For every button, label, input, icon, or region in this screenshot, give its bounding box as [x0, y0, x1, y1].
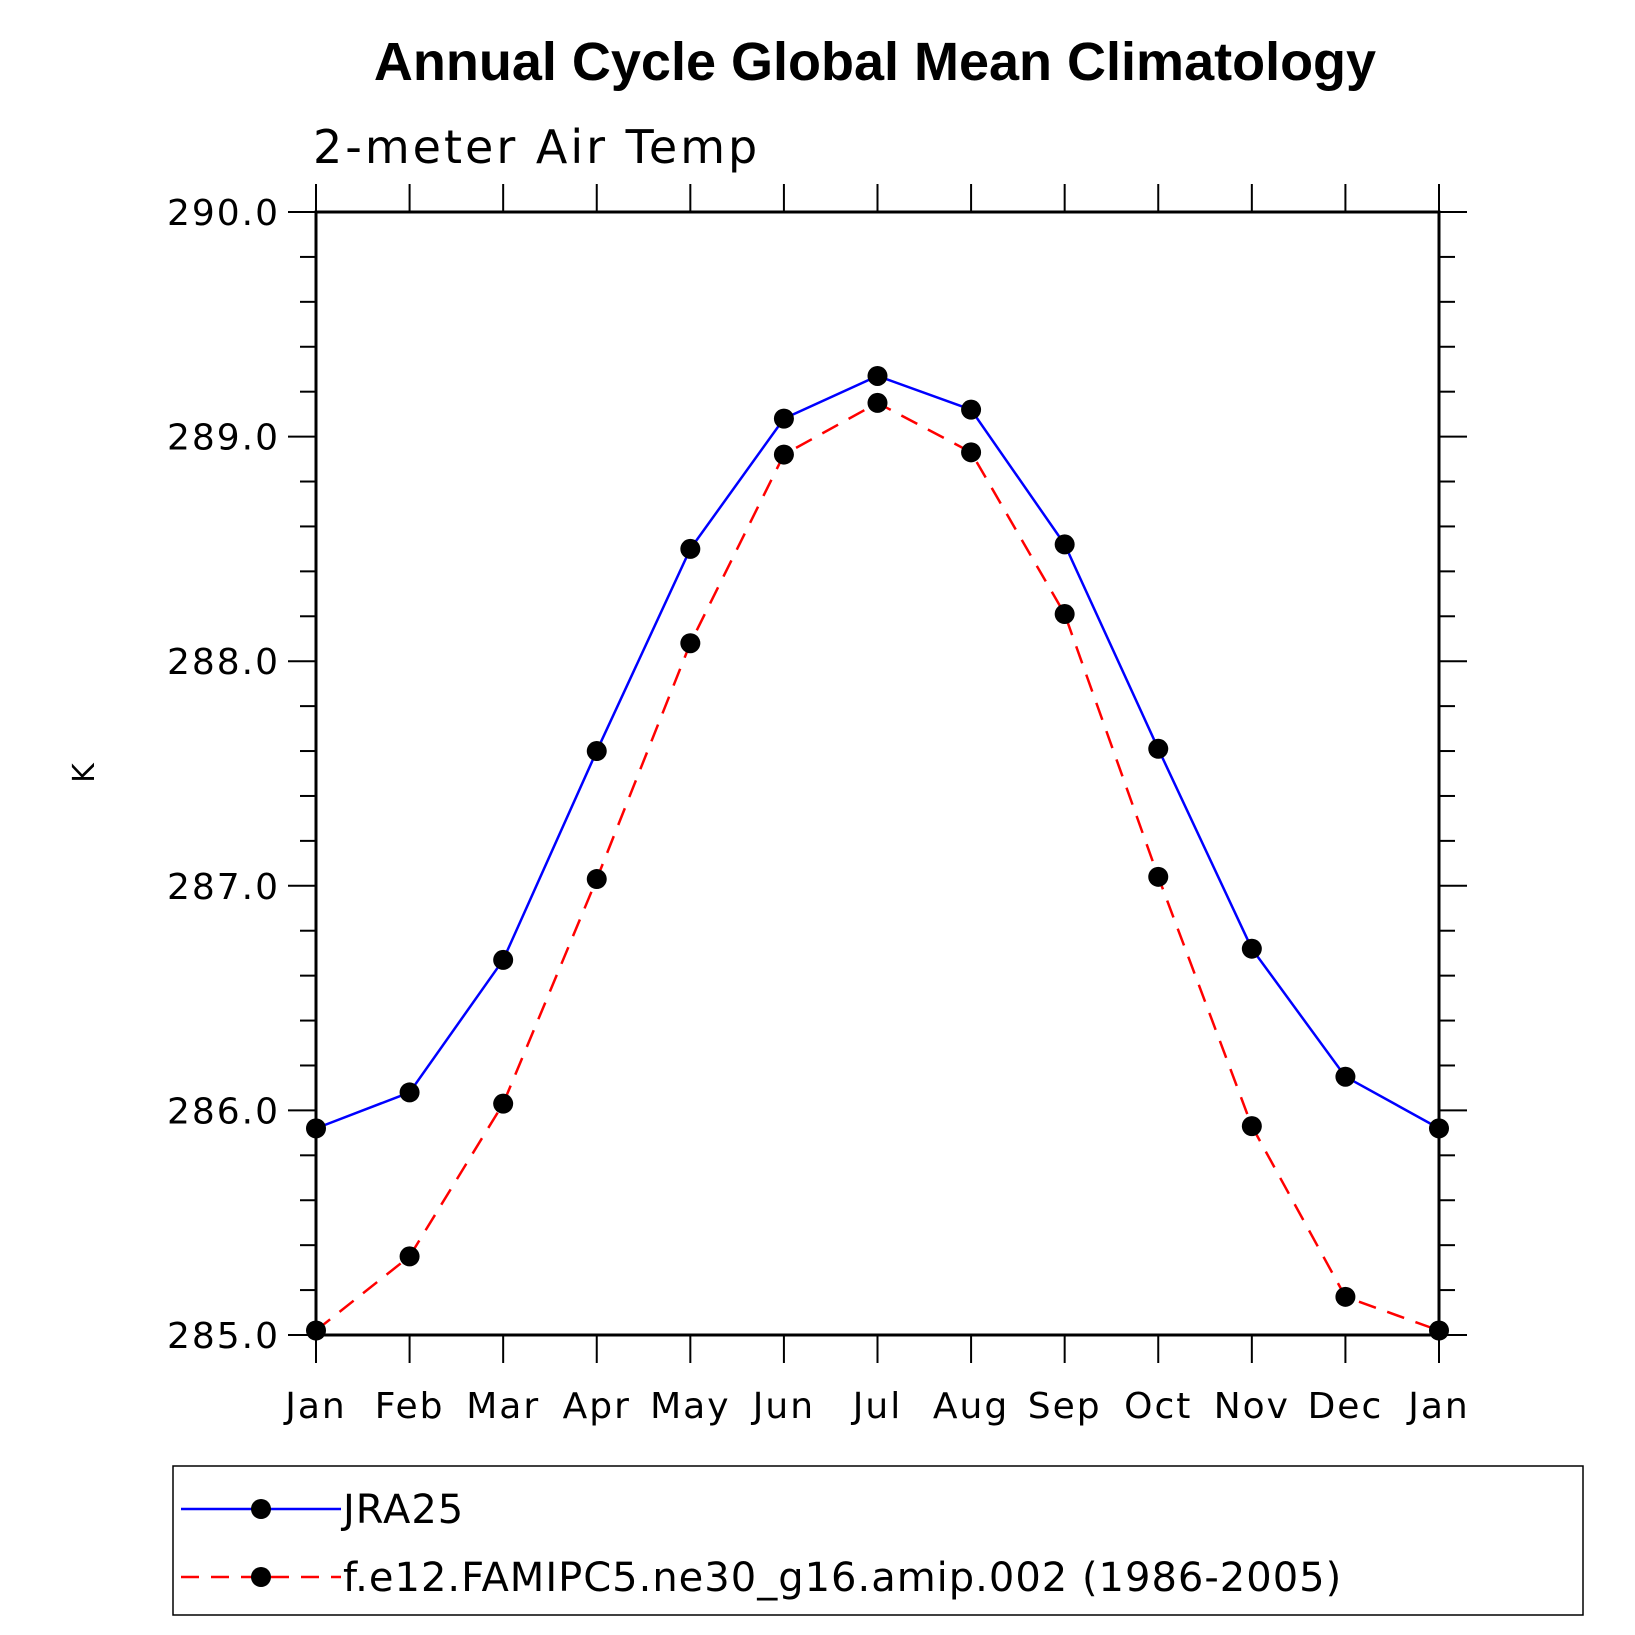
x-tick-label: Sep	[1028, 1386, 1102, 1427]
series-1-point	[586, 869, 607, 890]
series-1-point	[773, 444, 794, 465]
series-0-point	[586, 741, 607, 762]
series-0-point	[493, 949, 514, 970]
legend-box	[172, 1465, 1584, 1616]
series-1-point	[306, 1320, 326, 1341]
series-1-point	[961, 442, 982, 463]
series-0-point	[306, 1118, 326, 1139]
series-1-point	[1429, 1320, 1449, 1341]
series-1-point	[493, 1093, 514, 1114]
axis-ticks	[288, 184, 1467, 1363]
series-0-point	[1429, 1118, 1449, 1139]
x-tick-label: Jun	[751, 1386, 815, 1427]
legend: JRA25 f.e12.FAMIPC5.ne30_g16.amip.002 (1…	[172, 1465, 1584, 1616]
series-1-point	[680, 633, 701, 654]
y-tick-labels: 285.0 286.0 287.0 288.0 289.0 290.0	[167, 193, 280, 1357]
series-0-point	[961, 399, 982, 420]
series-1-point	[1241, 1116, 1262, 1137]
series-0-point	[680, 538, 701, 559]
series-0-point	[1335, 1066, 1356, 1087]
y-axis-label: K	[67, 762, 102, 783]
x-tick-label: Jul	[851, 1386, 902, 1427]
y-tick-label: 287.0	[167, 867, 280, 908]
x-tick-label: May	[650, 1386, 730, 1427]
x-tick-label: Feb	[375, 1386, 445, 1427]
x-tick-label: Nov	[1214, 1386, 1290, 1427]
legend-marker-model	[251, 1567, 271, 1587]
series-1-point	[1054, 604, 1075, 625]
series-line-0	[315, 374, 1440, 1130]
x-tick-labels: Jan Feb Mar Apr May Jun Jul Aug Sep Oct Nov Dec Jan	[283, 1386, 1470, 1427]
y-tick-label: 290.0	[167, 193, 280, 234]
series-0-point	[1054, 534, 1075, 555]
chart-subtitle: 2-meter Air Temp	[313, 120, 760, 174]
series-1-point	[867, 392, 888, 413]
series-0-point	[867, 365, 888, 386]
legend-marker-jra25	[251, 1499, 271, 1519]
x-tick-label: Mar	[466, 1386, 540, 1427]
y-tick-label: 288.0	[167, 642, 280, 683]
x-tick-label: Jan	[1406, 1386, 1470, 1427]
x-tick-label: Oct	[1124, 1386, 1192, 1427]
x-tick-label: Dec	[1308, 1386, 1384, 1427]
series-0-point	[1241, 938, 1262, 959]
series-1-point	[399, 1246, 420, 1267]
x-tick-label: Aug	[933, 1386, 1009, 1427]
x-tick-label: Apr	[563, 1386, 631, 1427]
x-tick-label: Jan	[283, 1386, 347, 1427]
y-tick-label: 289.0	[167, 418, 280, 459]
chart-title: Annual Cycle Global Mean Climatology	[374, 32, 1376, 92]
legend-label-model: f.e12.FAMIPC5.ne30_g16.amip.002 (1986-20…	[343, 1555, 1342, 1601]
legend-label-jra25: JRA25	[340, 1487, 464, 1533]
y-tick-label: 286.0	[167, 1091, 280, 1132]
series-1-point	[1148, 866, 1169, 887]
series-0-point	[773, 408, 794, 429]
series-lines	[306, 365, 1449, 1341]
series-line-1	[315, 401, 1440, 1332]
series-0-point	[1148, 738, 1169, 759]
series-1-point	[1335, 1286, 1356, 1307]
y-tick-label: 285.0	[167, 1316, 280, 1357]
series-0-point	[399, 1082, 420, 1103]
